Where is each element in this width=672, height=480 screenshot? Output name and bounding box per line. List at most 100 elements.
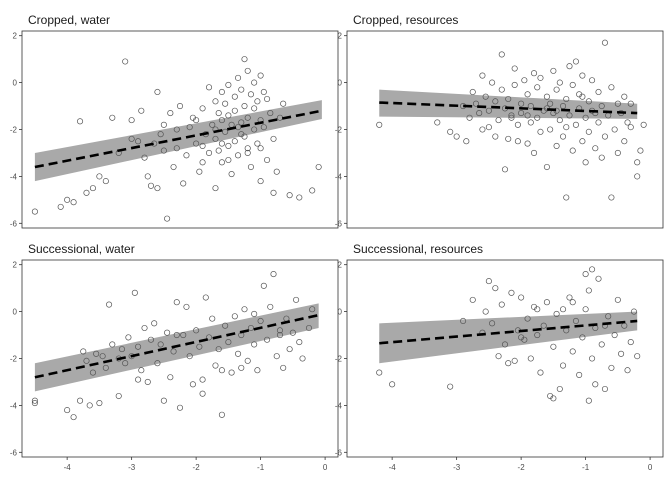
data-point (608, 364, 615, 371)
data-point (553, 86, 560, 93)
data-point (614, 149, 621, 157)
data-point (122, 360, 129, 367)
data-point (215, 346, 222, 353)
data-point (225, 112, 232, 119)
data-point (267, 110, 274, 117)
data-point (518, 100, 525, 107)
data-point (222, 100, 229, 107)
data-point (485, 278, 492, 285)
data-point (524, 91, 531, 98)
data-point (157, 341, 164, 348)
regression-line (34, 313, 319, 379)
data-point (218, 88, 225, 96)
data-point (135, 343, 142, 350)
fit-line (34, 109, 323, 169)
data-point (637, 147, 644, 154)
data-point (476, 110, 483, 117)
data-point (257, 145, 264, 152)
y-tick-label: -4 (10, 401, 18, 410)
data-point (447, 383, 454, 390)
panel-cropped-water: Cropped, water 2 0 -2 -4 -6 (10, 13, 339, 229)
y-tick-label: 2 (338, 32, 343, 41)
data-point (231, 313, 238, 320)
data-point (527, 102, 534, 110)
data-point (193, 117, 200, 124)
data-point (276, 331, 284, 339)
data-point (231, 138, 238, 145)
data-point (118, 346, 126, 353)
data-point (209, 121, 216, 128)
data-point (251, 105, 258, 112)
data-point (524, 140, 531, 147)
data-point (579, 93, 586, 100)
data-point (141, 154, 148, 161)
data-point (183, 303, 190, 310)
data-point (109, 341, 116, 348)
data-point (569, 299, 576, 306)
data-point (173, 126, 180, 133)
data-point (228, 171, 235, 178)
fit-line (34, 313, 319, 379)
y-tick-label: 0 (338, 308, 343, 317)
data-point (238, 119, 245, 126)
data-point (241, 133, 248, 140)
confidence-band (34, 100, 322, 182)
data-point (173, 145, 180, 152)
data-point (70, 414, 77, 421)
data-point (489, 320, 496, 327)
data-point (251, 310, 258, 317)
data-point (460, 317, 467, 325)
data-point (559, 362, 567, 369)
data-point (530, 149, 538, 157)
data-point (585, 128, 592, 135)
data-point (514, 138, 521, 145)
data-point (595, 275, 602, 282)
data-point (205, 84, 213, 91)
data-point (234, 350, 242, 357)
data-point (96, 173, 103, 180)
data-point (376, 369, 383, 376)
data-point (228, 369, 235, 376)
y-tick-label: -4 (10, 172, 18, 181)
data-point (199, 105, 206, 112)
x-tick-label: 0 (648, 463, 653, 472)
data-points (31, 271, 316, 421)
data-point (601, 385, 609, 393)
data-point (160, 397, 167, 404)
data-point (176, 404, 184, 411)
data-point (492, 133, 499, 140)
data-point (86, 402, 93, 409)
data-point (585, 98, 592, 105)
data-point (595, 88, 602, 96)
data-point (199, 376, 206, 383)
x-tick-label: -3 (128, 463, 136, 472)
data-point (193, 327, 200, 334)
data-point (614, 100, 621, 107)
data-point (582, 159, 589, 166)
data-point (128, 135, 135, 142)
data-point (254, 140, 261, 147)
data-point (138, 367, 145, 374)
y-tick-label: 2 (338, 261, 343, 270)
data-point (109, 114, 116, 121)
data-point (595, 119, 602, 126)
y-tick-label: -6 (10, 219, 18, 228)
data-point (469, 296, 476, 303)
data-point (511, 81, 518, 88)
data-point (244, 145, 251, 152)
data-point (376, 121, 383, 128)
x-tick-label: -2 (193, 463, 201, 472)
data-point (164, 215, 171, 222)
data-point (559, 102, 567, 110)
y-tick-label: -6 (335, 448, 343, 457)
data-point (289, 329, 296, 336)
data-point (122, 58, 129, 65)
data-point (309, 306, 316, 313)
data-point (154, 185, 161, 192)
axis-ticks: 2 0 -2 -4 -6 (335, 32, 347, 228)
data-point (251, 341, 258, 348)
data-point (96, 400, 103, 407)
regression-line (379, 319, 638, 345)
data-point (582, 306, 589, 313)
data-point (524, 315, 531, 322)
